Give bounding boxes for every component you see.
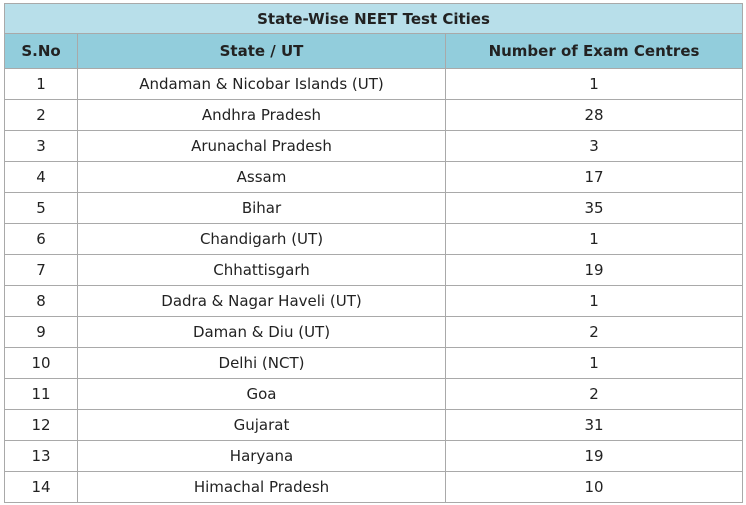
table-cell: 2 — [4, 99, 78, 131]
table-cell: Andaman & Nicobar Islands (UT) — [77, 68, 446, 100]
table-cell: 14 — [4, 471, 78, 503]
table-cell: Daman & Diu (UT) — [77, 316, 446, 348]
table-row: 14 Himachal Pradesh 10 — [4, 471, 743, 503]
table-row: 13 Haryana 19 — [4, 440, 743, 472]
table-cell: 9 — [4, 316, 78, 348]
column-header: S.No — [4, 33, 78, 69]
table-row: 10 Delhi (NCT) 1 — [4, 347, 743, 379]
title-row: State-Wise NEET Test Cities — [4, 3, 743, 34]
table-cell: 1 — [445, 285, 743, 317]
table-row: 7 Chhattisgarh 19 — [4, 254, 743, 286]
table-cell: 28 — [445, 99, 743, 131]
table-cell: 7 — [4, 254, 78, 286]
table-cell: 19 — [445, 440, 743, 472]
column-header: State / UT — [77, 33, 446, 69]
table-cell: 17 — [445, 161, 743, 193]
table-row: 5 Bihar 35 — [4, 192, 743, 224]
table-row: 2 Andhra Pradesh 28 — [4, 99, 743, 131]
table-cell: Haryana — [77, 440, 446, 472]
table-cell: Chandigarh (UT) — [77, 223, 446, 255]
neet-table: State-Wise NEET Test Cities S.No State / … — [4, 3, 743, 503]
table-cell: 31 — [445, 409, 743, 441]
table-cell: 1 — [445, 347, 743, 379]
table-cell: 19 — [445, 254, 743, 286]
column-header: Number of Exam Centres — [445, 33, 743, 69]
table-cell: 10 — [4, 347, 78, 379]
table-row: 6 Chandigarh (UT) 1 — [4, 223, 743, 255]
table-cell: 3 — [445, 130, 743, 162]
table-cell: 10 — [445, 471, 743, 503]
table-cell: 11 — [4, 378, 78, 410]
table-row: 3 Arunachal Pradesh 3 — [4, 130, 743, 162]
table-cell: 12 — [4, 409, 78, 441]
table-title: State-Wise NEET Test Cities — [4, 3, 743, 34]
table-row: 8 Dadra & Nagar Haveli (UT) 1 — [4, 285, 743, 317]
table-cell: Delhi (NCT) — [77, 347, 446, 379]
table-row: 1 Andaman & Nicobar Islands (UT) 1 — [4, 68, 743, 100]
table-cell: Gujarat — [77, 409, 446, 441]
table-cell: 3 — [4, 130, 78, 162]
table-cell: Arunachal Pradesh — [77, 130, 446, 162]
table-cell: Dadra & Nagar Haveli (UT) — [77, 285, 446, 317]
table-cell: 13 — [4, 440, 78, 472]
table-row: 9 Daman & Diu (UT) 2 — [4, 316, 743, 348]
table-cell: 5 — [4, 192, 78, 224]
table-row: 4 Assam 17 — [4, 161, 743, 193]
table-cell: 1 — [445, 223, 743, 255]
table-cell: 6 — [4, 223, 78, 255]
table-row: 12 Gujarat 31 — [4, 409, 743, 441]
table-cell: 35 — [445, 192, 743, 224]
header-row: S.No State / UT Number of Exam Centres — [4, 33, 743, 69]
table-cell: 4 — [4, 161, 78, 193]
table-cell: Himachal Pradesh — [77, 471, 446, 503]
table-row: 11 Goa 2 — [4, 378, 743, 410]
table-cell: 2 — [445, 378, 743, 410]
table-cell: Chhattisgarh — [77, 254, 446, 286]
table-cell: 8 — [4, 285, 78, 317]
table-cell: Goa — [77, 378, 446, 410]
table-cell: 2 — [445, 316, 743, 348]
table-cell: Bihar — [77, 192, 446, 224]
table-cell: Assam — [77, 161, 446, 193]
table-cell: 1 — [4, 68, 78, 100]
table-cell: Andhra Pradesh — [77, 99, 446, 131]
table-cell: 1 — [445, 68, 743, 100]
